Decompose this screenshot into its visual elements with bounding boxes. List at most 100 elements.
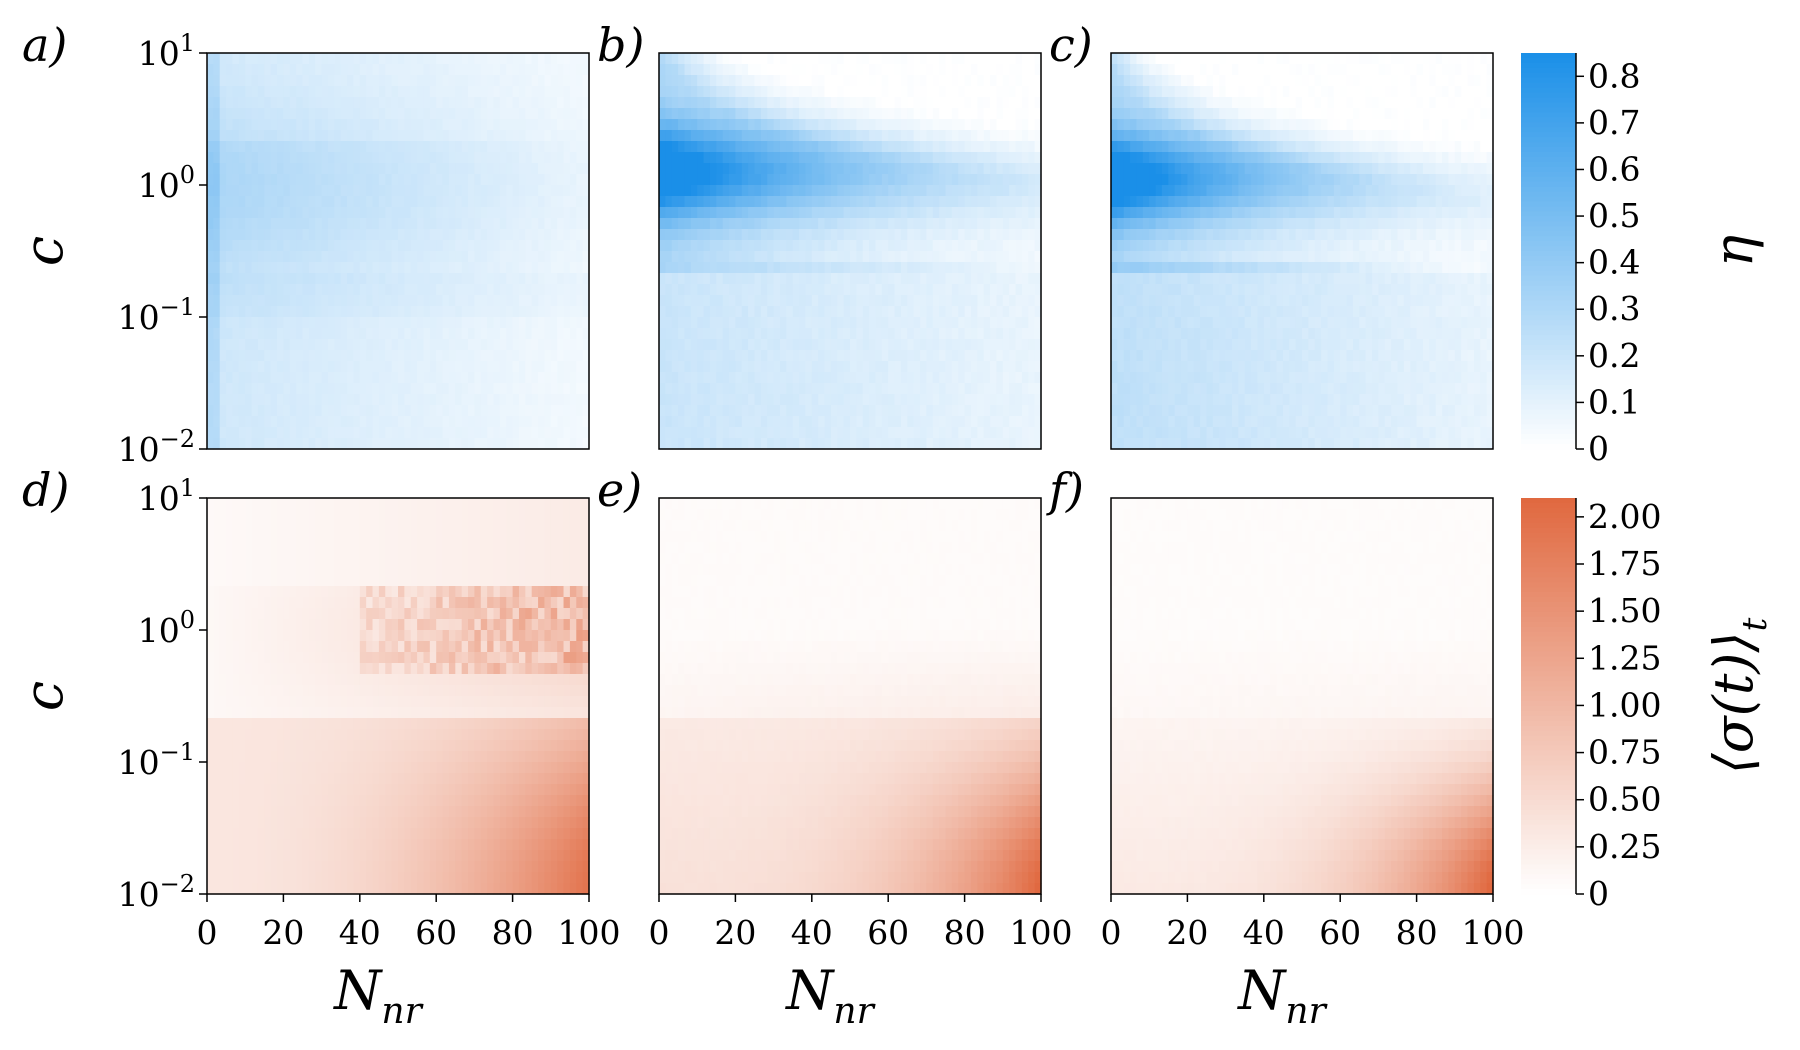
heatmap-cell <box>557 383 565 395</box>
heatmap-cell <box>1168 119 1176 131</box>
heatmap-cell <box>251 207 259 219</box>
heatmap-cell <box>1372 108 1379 120</box>
heatmap-cell <box>850 262 857 274</box>
heatmap-cell <box>327 306 335 318</box>
heatmap-cell <box>525 427 533 439</box>
heatmap-cell <box>1021 229 1029 241</box>
heatmap-cell <box>264 383 272 395</box>
heatmap-cell <box>359 273 367 285</box>
heatmap-cell <box>907 317 915 329</box>
heatmap-cell <box>417 350 425 362</box>
heatmap-cell <box>302 251 310 263</box>
heatmap-cell <box>837 339 845 351</box>
heatmap-cell <box>811 240 819 252</box>
heatmap-cell <box>1149 97 1157 109</box>
heatmap-cell <box>569 86 577 98</box>
heatmap-cell <box>1155 130 1163 142</box>
heatmap-cell <box>550 64 558 76</box>
heatmap-cell <box>964 394 972 406</box>
heatmap-cell <box>811 86 819 98</box>
heatmap-cell <box>257 75 265 87</box>
heatmap-cell <box>461 350 469 362</box>
heatmap-cell <box>1410 108 1418 120</box>
heatmap-cell <box>1244 163 1252 175</box>
heatmap-cell <box>722 295 730 307</box>
heatmap-cell <box>926 86 934 98</box>
heatmap-cell <box>779 196 787 208</box>
heatmap-cell <box>1028 130 1036 142</box>
heatmap-cell <box>869 350 877 362</box>
heatmap-cell <box>881 405 889 417</box>
heatmap-cell <box>315 350 323 362</box>
heatmap-cell <box>582 218 590 230</box>
heatmap-cell <box>678 53 686 65</box>
heatmap-cell <box>461 185 469 197</box>
heatmap-cell <box>308 141 316 153</box>
heatmap-cell <box>302 108 310 120</box>
heatmap-cell <box>1384 86 1392 98</box>
heatmap-cell <box>207 427 214 439</box>
heatmap-cell <box>767 130 775 142</box>
heatmap-cell <box>1028 196 1036 208</box>
heatmap-cell <box>926 383 934 395</box>
heatmap-cell <box>385 262 393 274</box>
heatmap-cell <box>722 416 730 428</box>
heatmap-cell <box>850 306 857 318</box>
heatmap-cell <box>888 350 896 362</box>
heatmap-cell <box>207 229 214 241</box>
heatmap-cell <box>913 218 921 230</box>
heatmap-cell <box>735 251 743 263</box>
heatmap-cell <box>544 328 552 340</box>
heatmap-cell <box>894 152 902 164</box>
heatmap-cell <box>270 229 278 241</box>
heatmap-cell <box>837 119 845 131</box>
heatmap-cell <box>544 394 552 406</box>
heatmap-cell <box>557 295 565 307</box>
heatmap-cell <box>907 229 915 241</box>
heatmap-cell <box>283 163 291 175</box>
heatmap-cell <box>709 306 717 318</box>
heatmap-cell <box>327 119 335 131</box>
heatmap-cell <box>340 416 348 428</box>
heatmap-cell <box>226 295 234 307</box>
heatmap-cell <box>429 372 437 384</box>
heatmap-cell <box>302 207 310 219</box>
heatmap-cell <box>1429 152 1437 164</box>
heatmap-cell <box>779 361 787 373</box>
heatmap-cell <box>1181 86 1188 98</box>
heatmap-cell <box>735 163 743 175</box>
heatmap-cell <box>996 218 1004 230</box>
heatmap-cell <box>493 383 501 395</box>
heatmap-cell <box>1219 163 1227 175</box>
heatmap-cell <box>900 394 908 406</box>
heatmap-cell <box>875 273 883 285</box>
heatmap-cell <box>340 317 348 329</box>
heatmap-cell <box>824 394 832 406</box>
heatmap-cell <box>1130 53 1138 65</box>
heatmap-cell <box>932 284 940 296</box>
heatmap-cell <box>760 75 768 87</box>
heatmap-cell <box>404 152 412 164</box>
heatmap-cell <box>410 141 418 153</box>
heatmap-cell <box>703 262 711 274</box>
heatmap-cell <box>385 174 393 186</box>
heatmap-cell <box>659 97 666 109</box>
heatmap-cell <box>1461 64 1469 76</box>
heatmap-cell <box>582 163 590 175</box>
heatmap-cell <box>894 438 902 450</box>
heatmap-cell <box>773 295 781 307</box>
heatmap-cell <box>213 251 221 263</box>
heatmap-cell <box>1028 317 1036 329</box>
heatmap-cell <box>251 361 259 373</box>
heatmap-cell <box>824 438 832 450</box>
heatmap-cell <box>767 416 775 428</box>
heatmap-cell <box>226 97 234 109</box>
heatmap-cell <box>391 185 399 197</box>
heatmap-cell <box>716 394 724 406</box>
heatmap-cell <box>779 130 787 142</box>
heatmap-cell <box>582 262 590 274</box>
heatmap-cell <box>1461 130 1469 142</box>
heatmap-cell <box>512 306 520 318</box>
heatmap-cell <box>410 372 418 384</box>
heatmap-cell <box>888 361 896 373</box>
